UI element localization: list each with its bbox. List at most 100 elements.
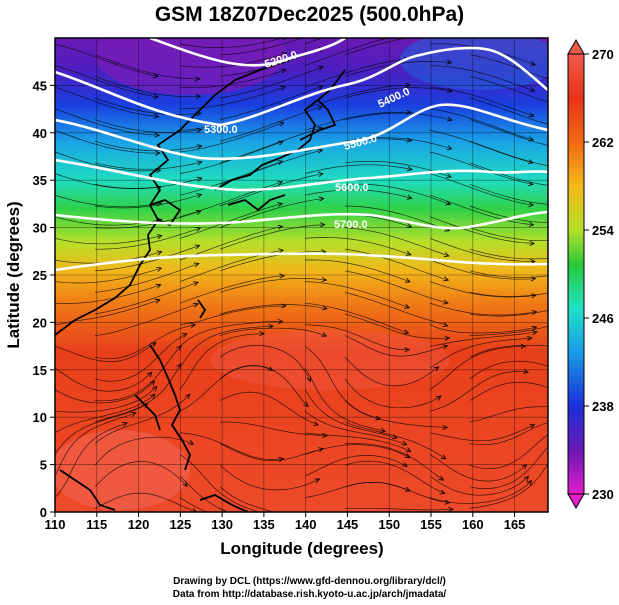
streamline [94,119,202,133]
streamline [179,432,284,460]
streamline-arrowhead [194,76,201,82]
streamline [344,400,448,428]
streamline [304,444,410,459]
colorbar-tick-label: 262 [592,135,614,150]
streamline [220,421,327,437]
streamline-arrowhead [445,200,452,206]
streamline [94,324,196,360]
contour-label: 5700.0 [334,219,368,231]
streamline [55,403,148,455]
streamline [429,65,535,92]
streamline [429,324,537,334]
streamline-arrowhead [446,116,453,122]
x-tick-label: 135 [253,517,275,532]
streamline-arrowhead [404,303,411,309]
streamline [55,284,161,304]
streamline-arrowhead [317,85,324,90]
streamline-arrowhead [404,277,411,283]
streamline-arrowhead [403,32,408,36]
streamline [469,360,548,380]
streamline-arrowhead [403,9,408,13]
streamline [94,140,202,152]
streamline [469,270,548,278]
streamline-arrowhead [440,454,447,460]
streamline-arrowhead [277,160,284,165]
streamline-arrowhead [446,145,453,150]
streamline [55,173,162,190]
y-tick-label: 40 [33,126,47,141]
streamline [179,325,274,369]
streamline [469,227,548,242]
streamline-arrowhead [150,342,157,348]
credit-data-source: Data from http://database.rish.kyoto-u.a… [172,589,447,600]
streamline [344,292,448,327]
streamline-arrowhead [531,330,538,336]
streamline-arrowhead [195,94,202,100]
contour-label: 5300.0 [204,124,238,136]
streamline [429,424,535,442]
streamline [179,454,260,512]
streamline-arrowhead [151,385,158,392]
streamline-arrowhead [529,87,536,92]
streamline [304,237,411,256]
streamline [344,378,442,409]
x-tick-label: 115 [86,517,107,532]
streamline-arrowhead [435,395,442,401]
streamline [55,380,155,404]
streamline-arrowhead [321,305,328,311]
streamline-arrowhead [195,227,202,232]
streamline [179,497,209,512]
streamline [219,327,327,337]
streamline-arrowhead [278,121,285,127]
streamline-arrowhead [268,323,274,329]
streamline-arrowhead [522,368,529,374]
streamline [344,460,445,494]
streamline [304,164,412,174]
streamline [469,97,548,125]
streamline [304,38,390,66]
streamline-arrowhead [314,478,321,484]
colorbar-top-arrow [567,38,585,55]
streamline [304,58,409,88]
streamline-arrowhead [443,276,450,282]
streamline-arrowhead [530,60,536,66]
streamline-arrowhead [154,298,161,304]
streamline [94,210,202,229]
colorbar-tick-label: 270 [592,47,614,62]
x-tick-label: 145 [337,517,359,532]
streamline-arrowhead [277,224,284,230]
y-tick-label: 5 [40,458,47,473]
coastline [55,59,346,512]
streamline [469,76,548,103]
x-axis-ticks: 110 115 120 125 130 135 140 145 150 155 160 165 [45,512,525,532]
streamline [179,181,283,218]
streamline-arrowhead [196,160,203,166]
colorbar-tick-label: 246 [592,311,614,326]
streamline-arrowhead [280,85,287,91]
streamline-arrowhead [322,433,328,439]
streamline [429,130,533,164]
streamline [219,391,319,426]
streamline [55,394,156,434]
streamline [344,227,449,257]
streamline [219,278,327,293]
streamline [304,302,409,334]
y-axis-ticks: 0 5 10 15 20 25 30 35 40 45 [33,78,55,520]
streamline-arrowhead [318,196,325,202]
x-tick-label: 140 [295,517,317,532]
streamline [469,434,548,470]
streamline-arrowhead [320,30,325,34]
streamline [55,43,158,77]
streamline [344,507,454,511]
streamline-arrowhead [406,109,412,115]
streamline-arrowhead [559,425,564,429]
streamline [344,313,450,339]
streamline-arrowhead [527,335,533,341]
streamline [304,281,410,309]
y-tick-label: 45 [33,78,47,93]
streamline-arrowhead [553,437,558,442]
streamline [469,310,548,317]
streamline-arrowhead [122,421,128,427]
colorbar-scale [567,53,585,495]
